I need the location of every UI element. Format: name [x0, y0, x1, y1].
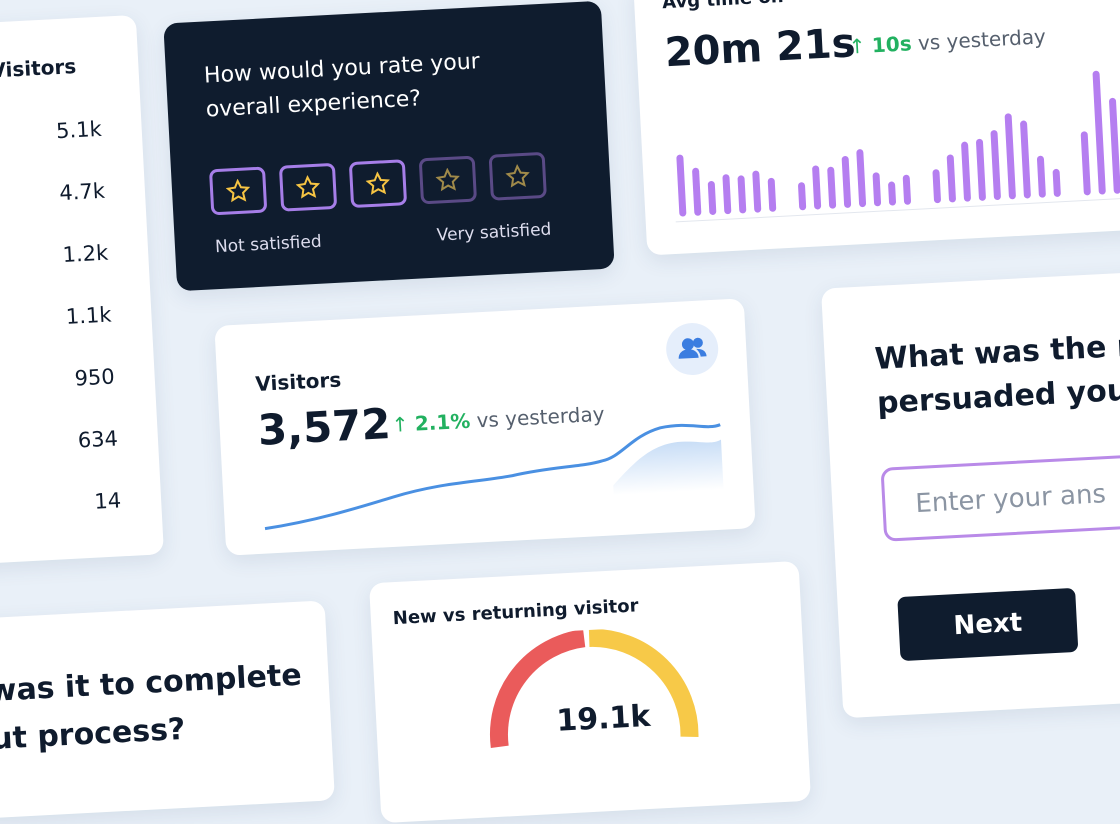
bar	[1092, 70, 1106, 195]
list-value: 950	[73, 364, 116, 391]
avg-time-card: Avg time on 20m 21s ↑ 10s vs yesterday	[633, 0, 1120, 256]
comparison: vs yesterday	[917, 24, 1047, 55]
high-label: Very satisfied	[436, 219, 552, 246]
list-value: 4.7k	[58, 178, 106, 206]
visitors-list-card: Visitors 5.1k 4.7k 1.2k 1.1k 950 634 14	[0, 14, 164, 566]
bar	[827, 166, 837, 209]
list-value: 1.1k	[65, 302, 113, 329]
star-button[interactable]	[208, 166, 268, 216]
bar	[990, 130, 1001, 201]
visitors-card: Visitors 3,572 ↑ 2.1% vs yesterday	[214, 298, 756, 556]
card-title: Visitors	[254, 367, 342, 396]
bar	[1080, 131, 1091, 196]
list-value: 14	[93, 488, 122, 514]
question: What was the m persuaded you	[874, 324, 1120, 426]
bar	[841, 155, 852, 208]
list-value: 1.2k	[62, 240, 109, 268]
bar	[798, 182, 807, 211]
baseline	[675, 195, 1120, 223]
card-title: Avg time on	[662, 0, 784, 13]
bar	[752, 170, 762, 213]
bar	[692, 167, 702, 216]
arrow-up: ↑	[848, 33, 873, 59]
users-icon	[664, 321, 720, 377]
metric-value: 20m 21s	[663, 20, 857, 77]
bar	[946, 154, 956, 203]
star-button[interactable]	[488, 151, 547, 201]
bar	[707, 180, 717, 215]
donut-chart	[490, 628, 699, 748]
sparkline	[264, 423, 724, 531]
bar	[812, 165, 822, 210]
bar	[676, 154, 687, 217]
star-button[interactable]	[348, 159, 408, 209]
list-value: 634	[77, 426, 119, 453]
completion-card: was it to complete ut process?	[0, 600, 335, 824]
change-value: 10s	[871, 31, 913, 58]
list-value: 5.1k	[55, 116, 103, 144]
bar	[1052, 168, 1061, 197]
card-title: Visitors	[0, 54, 77, 83]
bar	[767, 177, 777, 212]
card-title: New vs returning visitor	[392, 595, 639, 630]
star-button[interactable]	[418, 155, 478, 205]
change: ↑ 10s vs yesterday	[848, 24, 1046, 58]
bar	[1004, 113, 1016, 200]
question-card: What was the m persuaded you Enter your …	[821, 267, 1120, 719]
next-button[interactable]: Next	[897, 587, 1079, 662]
answer-input[interactable]: Enter your ans	[880, 448, 1120, 542]
rating-card: How would you rate your overall experien…	[163, 0, 615, 292]
low-label: Not satisfied	[214, 231, 323, 258]
bar	[1036, 155, 1046, 198]
star-button[interactable]	[278, 162, 338, 212]
bar	[722, 174, 732, 215]
value-list: 5.1k 4.7k 1.2k 1.1k 950 634 14	[0, 15, 136, 514]
bar	[1109, 97, 1120, 194]
bar	[902, 174, 911, 205]
bar	[961, 141, 971, 202]
bar	[1020, 120, 1031, 199]
bar	[737, 175, 747, 214]
bar	[932, 169, 941, 204]
bar	[976, 138, 986, 201]
donut-card: New vs returning visitor 19.1k	[369, 560, 811, 824]
bar	[872, 172, 882, 207]
bar-chart	[675, 70, 1120, 223]
question: How would you rate your overall experien…	[203, 45, 482, 127]
bar	[856, 149, 867, 208]
donut-total: 19.1k	[555, 698, 652, 739]
bar	[888, 181, 897, 206]
question: was it to complete ut process?	[0, 652, 305, 764]
